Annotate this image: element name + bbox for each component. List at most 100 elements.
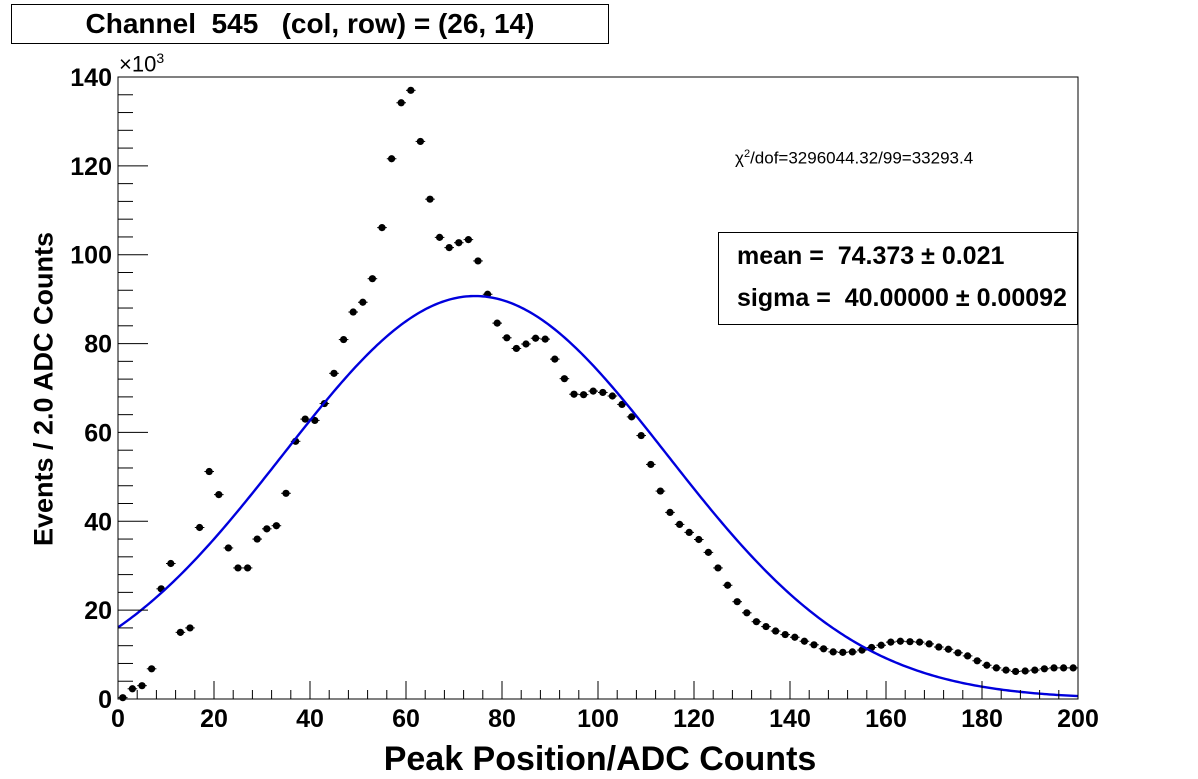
data-point xyxy=(781,630,789,639)
data-point xyxy=(1069,664,1077,672)
chart-title: Channel 545 (col, row) = (26, 14) xyxy=(11,4,609,44)
data-point xyxy=(416,137,424,146)
data-point xyxy=(1012,667,1020,676)
data-point xyxy=(906,638,914,646)
x-tick-label: 20 xyxy=(200,705,228,733)
data-point xyxy=(522,340,530,348)
data-point xyxy=(973,657,981,665)
x-tick-label: 180 xyxy=(961,705,1003,733)
data-point xyxy=(733,598,741,606)
data-point xyxy=(196,523,204,532)
data-point xyxy=(1040,665,1048,673)
data-point xyxy=(560,375,569,383)
data-point xyxy=(916,638,924,646)
data-point xyxy=(666,508,674,516)
data-point xyxy=(810,641,818,649)
y-axis-multiplier: ×103 xyxy=(119,50,164,77)
data-point xyxy=(244,564,252,572)
y-tick-label: 60 xyxy=(84,419,112,447)
data-point xyxy=(224,544,232,552)
x-tick-label: 60 xyxy=(392,705,420,733)
data-point xyxy=(148,665,156,673)
data-point xyxy=(311,416,319,425)
chi2-symbol: χ xyxy=(735,148,744,168)
data-point xyxy=(628,413,636,421)
data-point xyxy=(637,431,645,440)
data-point xyxy=(503,334,511,342)
data-point xyxy=(887,638,895,646)
x-tick-label: 160 xyxy=(865,705,907,733)
y-tick-label: 20 xyxy=(84,597,112,625)
data-point xyxy=(349,308,357,316)
data-point xyxy=(340,335,348,344)
data-point xyxy=(820,645,828,653)
data-point xyxy=(1021,667,1029,675)
data-point xyxy=(253,535,261,543)
data-point xyxy=(512,344,521,353)
x-tick-label: 100 xyxy=(577,705,619,733)
data-point xyxy=(407,86,415,94)
data-point xyxy=(359,298,367,306)
data-point xyxy=(839,648,847,656)
data-point xyxy=(541,335,549,343)
data-point xyxy=(800,637,809,645)
data-point xyxy=(138,682,146,690)
y-tick-label: 0 xyxy=(98,686,112,714)
data-point xyxy=(176,628,184,636)
data-point xyxy=(368,275,376,283)
y-tick-label: 40 xyxy=(84,508,112,536)
data-point xyxy=(944,645,953,653)
stats-sigma: sigma = 40.00000 ± 0.00092 xyxy=(737,284,1067,312)
chi2-superscript: 2 xyxy=(743,148,751,160)
data-point xyxy=(464,236,472,244)
data-point xyxy=(791,633,799,641)
data-markers xyxy=(118,86,1078,702)
data-point xyxy=(1031,666,1039,674)
data-point xyxy=(925,640,933,648)
data-point xyxy=(167,559,175,568)
x-tick-label: 140 xyxy=(769,705,811,733)
data-point xyxy=(983,661,991,669)
data-point xyxy=(992,664,1001,672)
x-axis: 0 20 40 60 80 100 120 140 160 180 200 xyxy=(111,681,1099,733)
data-point xyxy=(1002,666,1010,674)
data-point xyxy=(215,491,223,499)
fit-stats-box: mean = 74.373 ± 0.021 sigma = 40.00000 ±… xyxy=(718,232,1078,325)
data-point xyxy=(599,388,607,397)
data-point xyxy=(656,487,665,495)
data-point xyxy=(724,581,732,589)
data-point xyxy=(445,244,453,252)
data-point xyxy=(935,643,943,651)
data-point xyxy=(676,520,684,528)
data-point xyxy=(186,624,194,632)
y-multiplier-exponent: 3 xyxy=(156,50,165,66)
data-point xyxy=(752,618,761,626)
y-axis: 0 20 40 60 80 100 120 140 xyxy=(70,64,148,714)
gaussian-fit-curve xyxy=(117,294,1079,698)
data-point xyxy=(234,564,242,572)
data-point xyxy=(1060,664,1068,672)
data-point xyxy=(397,99,405,107)
data-point xyxy=(647,460,655,469)
x-tick-label: 0 xyxy=(111,705,125,733)
y-multiplier-prefix: ×10 xyxy=(119,51,157,77)
data-point xyxy=(1050,664,1058,672)
data-point xyxy=(743,609,751,617)
data-point xyxy=(282,489,290,497)
data-point xyxy=(330,369,338,377)
data-point xyxy=(119,694,127,702)
data-point xyxy=(695,535,703,544)
chi2-annotation: χ2/dof=3296044.32/99=33293.4 xyxy=(735,148,973,169)
data-point xyxy=(848,648,857,656)
chi2-value: /dof=3296044.32/99=33293.4 xyxy=(750,148,974,168)
data-point xyxy=(205,467,213,476)
y-axis-label: Events / 2.0 ADC Counts xyxy=(28,231,59,547)
data-point xyxy=(128,685,136,693)
data-point xyxy=(954,649,962,657)
data-point xyxy=(964,652,972,660)
x-tick-label: 40 xyxy=(296,705,324,733)
data-point xyxy=(378,224,386,232)
data-point xyxy=(263,525,271,533)
data-point xyxy=(772,627,780,635)
